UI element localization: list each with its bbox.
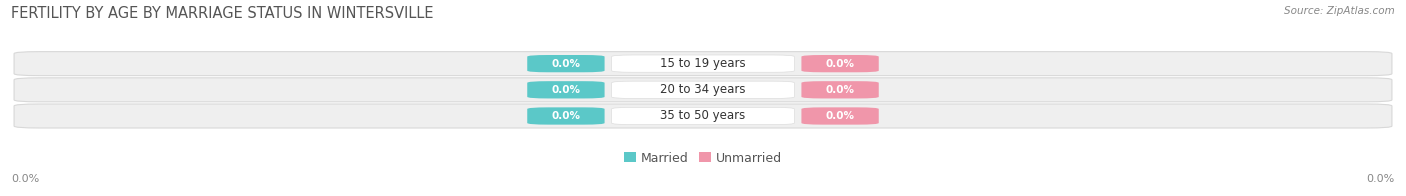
FancyBboxPatch shape: [612, 55, 794, 72]
Text: 0.0%: 0.0%: [1367, 174, 1395, 184]
Text: Source: ZipAtlas.com: Source: ZipAtlas.com: [1284, 6, 1395, 16]
FancyBboxPatch shape: [527, 81, 605, 98]
FancyBboxPatch shape: [14, 104, 1392, 128]
FancyBboxPatch shape: [801, 81, 879, 98]
Text: 20 to 34 years: 20 to 34 years: [661, 83, 745, 96]
FancyBboxPatch shape: [801, 55, 879, 72]
FancyBboxPatch shape: [14, 52, 1392, 76]
FancyBboxPatch shape: [527, 55, 605, 72]
Text: 0.0%: 0.0%: [551, 59, 581, 69]
Text: 35 to 50 years: 35 to 50 years: [661, 110, 745, 122]
Text: 0.0%: 0.0%: [825, 111, 855, 121]
FancyBboxPatch shape: [612, 107, 794, 125]
Text: 0.0%: 0.0%: [825, 59, 855, 69]
Legend: Married, Unmarried: Married, Unmarried: [624, 152, 782, 164]
Text: FERTILITY BY AGE BY MARRIAGE STATUS IN WINTERSVILLE: FERTILITY BY AGE BY MARRIAGE STATUS IN W…: [11, 6, 433, 21]
FancyBboxPatch shape: [801, 107, 879, 125]
Text: 0.0%: 0.0%: [825, 85, 855, 95]
Text: 15 to 19 years: 15 to 19 years: [661, 57, 745, 70]
FancyBboxPatch shape: [527, 107, 605, 125]
Text: 0.0%: 0.0%: [11, 174, 39, 184]
FancyBboxPatch shape: [14, 78, 1392, 102]
Text: 0.0%: 0.0%: [551, 111, 581, 121]
FancyBboxPatch shape: [612, 81, 794, 98]
Text: 0.0%: 0.0%: [551, 85, 581, 95]
